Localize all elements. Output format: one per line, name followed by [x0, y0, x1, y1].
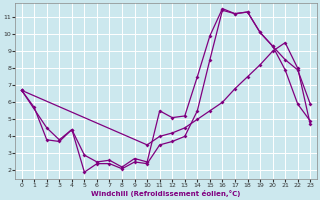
X-axis label: Windchill (Refroidissement éolien,°C): Windchill (Refroidissement éolien,°C) — [91, 190, 241, 197]
